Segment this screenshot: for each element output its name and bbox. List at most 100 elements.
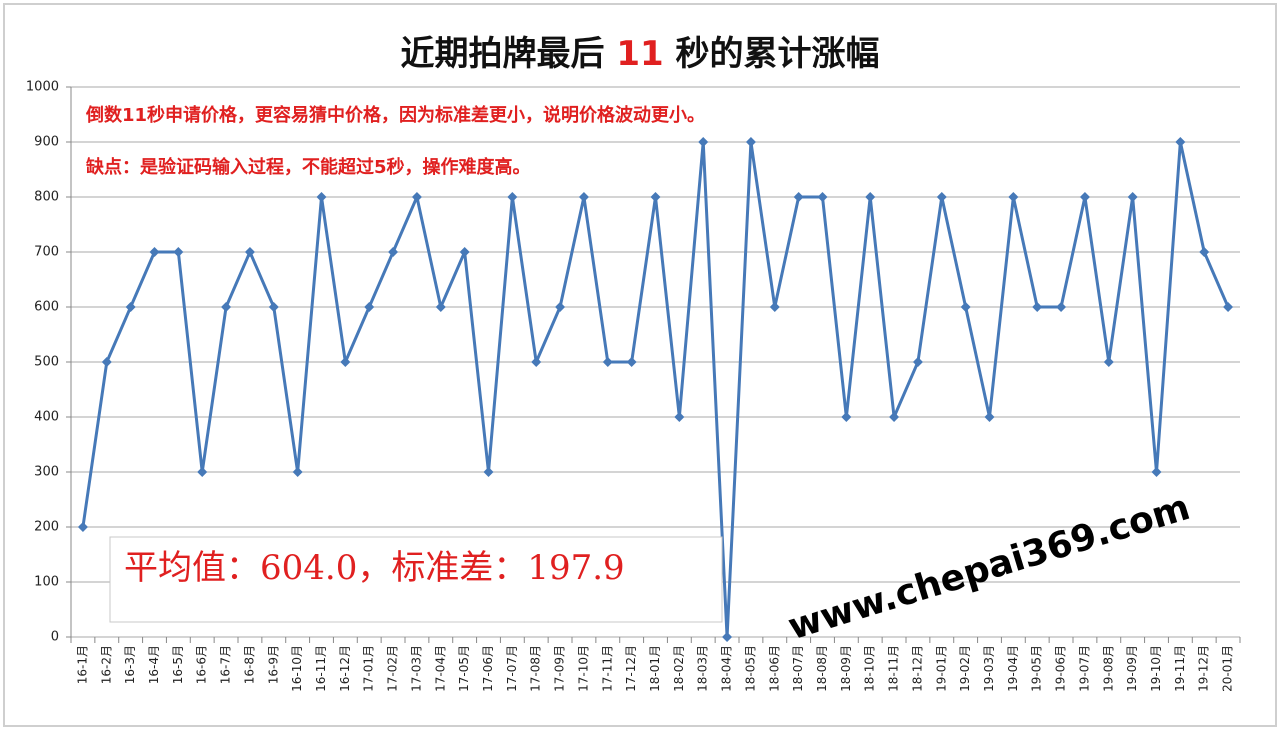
x-tick-label: 16-7月 (219, 645, 233, 684)
data-marker (1151, 467, 1162, 477)
data-marker (268, 302, 279, 312)
x-tick-label: 16-3月 (123, 645, 137, 684)
x-tick-label: 19-02月 (958, 645, 972, 692)
x-tick-label: 17-04月 (433, 645, 447, 692)
data-marker (292, 467, 303, 477)
data-marker (149, 247, 160, 257)
x-tick-label: 19-09月 (1125, 645, 1139, 692)
data-marker (650, 192, 661, 202)
x-tick-label: 17-09月 (553, 645, 567, 692)
data-marker (531, 357, 542, 367)
data-marker (340, 357, 351, 367)
data-marker (936, 192, 947, 202)
x-tick-label: 19-04月 (1006, 645, 1020, 692)
data-marker (912, 357, 923, 367)
x-tick-label: 16-12月 (338, 645, 352, 692)
data-marker (960, 302, 971, 312)
x-tick-label: 17-06月 (481, 645, 495, 692)
data-marker (364, 302, 375, 312)
x-tick-label: 19-08月 (1101, 645, 1115, 692)
plot (77, 137, 1234, 642)
data-marker (555, 302, 566, 312)
data-marker (865, 192, 876, 202)
x-tick-label: 17-05月 (457, 645, 471, 692)
title-part: 秒的累计涨幅 (664, 34, 880, 74)
x-tick-label: 18-05月 (743, 645, 757, 692)
stats-box (109, 536, 723, 623)
y-tick-label: 300 (34, 465, 59, 480)
x-tick-label: 18-11月 (887, 645, 901, 692)
y-tick-label: 200 (34, 520, 59, 535)
data-marker (459, 247, 470, 257)
data-marker (1079, 192, 1090, 202)
stats-label: 平均值：604.0，标准差：197.9 (124, 548, 625, 588)
x-tick-label: 19-12月 (1197, 645, 1211, 692)
y-tick-label: 600 (34, 300, 59, 315)
title-part: 近期拍牌最后 (400, 34, 616, 74)
annotation: 倒数11秒申请价格，更容易猜中价格，因为标准差更小，说明价格波动更小。 (85, 104, 705, 126)
data-marker (125, 302, 136, 312)
x-tick-label: 18-01月 (648, 645, 662, 692)
data-marker (722, 632, 733, 642)
x-tick-label: 19-03月 (982, 645, 996, 692)
data-marker (578, 192, 589, 202)
data-marker (101, 357, 112, 367)
x-tick-label: 17-11月 (600, 645, 614, 692)
x-tick-label: 16-5月 (171, 645, 185, 684)
x-tick-label: 16-2月 (99, 645, 113, 684)
x-tick-label: 17-03月 (409, 645, 423, 692)
x-tick-label: 19-11月 (1173, 645, 1187, 692)
y-tick-label: 0 (51, 630, 59, 645)
x-tick-label: 18-09月 (839, 645, 853, 692)
title-part: 11 (616, 34, 663, 74)
data-marker (1199, 247, 1210, 257)
data-marker (1032, 302, 1043, 312)
x-tick-label: 19-01月 (934, 645, 948, 692)
x-tick-label: 18-04月 (720, 645, 734, 692)
data-marker (674, 412, 685, 422)
x-tick-label: 18-06月 (767, 645, 781, 692)
x-tick-label: 17-12月 (624, 645, 638, 692)
data-marker (1056, 302, 1067, 312)
data-marker (244, 247, 255, 257)
x-tick-label: 20-01月 (1221, 645, 1235, 692)
data-marker (197, 467, 208, 477)
data-marker (221, 302, 232, 312)
data-marker (483, 467, 494, 477)
x-tick-label: 18-02月 (672, 645, 686, 692)
data-marker (77, 522, 88, 532)
x-tick-label: 18-12月 (910, 645, 924, 692)
y-tick-label: 500 (34, 355, 59, 370)
x-tick-label: 16-8月 (242, 645, 256, 684)
data-marker (602, 357, 613, 367)
y-tick-label: 1000 (26, 80, 59, 95)
x-tick-label: 16-6月 (195, 645, 209, 684)
data-marker (984, 412, 995, 422)
data-marker (841, 412, 852, 422)
data-marker (698, 137, 709, 147)
y-tick-label: 700 (34, 245, 59, 260)
x-tick-label: 17-10月 (576, 645, 590, 692)
data-marker (626, 357, 637, 367)
data-marker (1175, 137, 1186, 147)
y-tick-label: 100 (34, 575, 59, 590)
data-marker (316, 192, 327, 202)
data-marker (1103, 357, 1114, 367)
x-tick-label: 19-05月 (1030, 645, 1044, 692)
data-marker (411, 192, 422, 202)
data-marker (1223, 302, 1234, 312)
y-tick-label: 900 (34, 135, 59, 150)
x-tick-label: 19-07月 (1077, 645, 1091, 692)
x-tick-label: 16-9月 (266, 645, 280, 684)
annotation: 缺点：是验证码输入过程，不能超过5秒，操作难度高。 (85, 156, 531, 178)
x-tick-label: 17-07月 (505, 645, 519, 692)
x-tick-label: 17-01月 (362, 645, 376, 692)
x-tick-label: 17-08月 (529, 645, 543, 692)
x-tick-label: 18-07月 (791, 645, 805, 692)
y-tick-label: 800 (34, 190, 59, 205)
grid: 0 100 200 300 400 500 600 700 800 900 1000 16-1月 16-… (26, 80, 1241, 692)
x-tick-label: 16-11月 (314, 645, 328, 692)
data-marker (1127, 192, 1138, 202)
data-marker (1008, 192, 1019, 202)
